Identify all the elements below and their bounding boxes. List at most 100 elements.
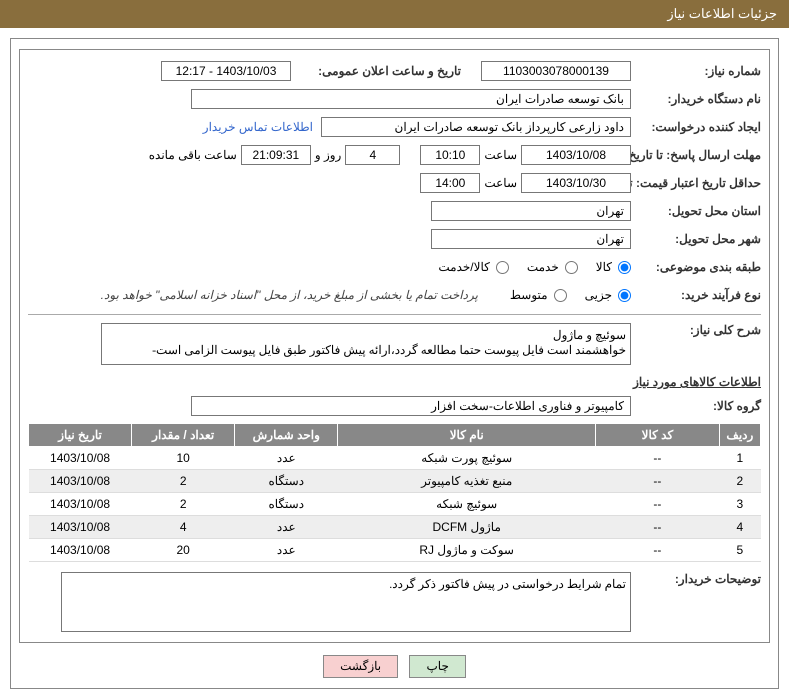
table-body: 1--سوئیچ پورت شبکهعدد101403/10/082--منبع… (29, 447, 761, 562)
cell-code: -- (596, 493, 720, 516)
main-container: شماره نیاز: 1103003078000139 تاریخ و ساع… (10, 38, 779, 689)
cell-name: ماژول DCFM (338, 516, 596, 539)
row-requester: ایجاد کننده درخواست: داود زارعی کارپرداز… (28, 116, 761, 138)
cell-unit: دستگاه (235, 470, 338, 493)
cell-date: 1403/10/08 (29, 516, 132, 539)
cell-name: سوئیچ پورت شبکه (338, 447, 596, 470)
purchase-type-label: نوع فرآیند خرید: (631, 288, 761, 302)
table-row: 1--سوئیچ پورت شبکهعدد101403/10/08 (29, 447, 761, 470)
page-title: جزئیات اطلاعات نیاز (667, 6, 777, 21)
delivery-city-label: شهر محل تحویل: (631, 232, 761, 246)
items-section-title: اطلاعات کالاهای مورد نیاز (28, 375, 761, 389)
requester-label: ایجاد کننده درخواست: (631, 120, 761, 134)
cell-seq: 2 (719, 470, 760, 493)
cell-qty: 10 (132, 447, 235, 470)
row-need-summary: شرح کلی نیاز: (28, 323, 761, 365)
button-row: چاپ بازگشت (19, 655, 770, 678)
days-remaining-field: 4 (345, 145, 400, 165)
category-label: طبقه بندی موضوعی: (631, 260, 761, 274)
row-category: طبقه بندی موضوعی: کالا خدمت کالا/خدمت (28, 256, 761, 278)
cell-qty: 2 (132, 493, 235, 516)
cell-code: -- (596, 447, 720, 470)
buyer-notes-label: توضیحات خریدار: (631, 572, 761, 586)
category-radio-group: کالا خدمت کالا/خدمت (426, 260, 631, 274)
th-code: کد کالا (596, 424, 720, 447)
radio-goods-label: کالا (596, 260, 612, 274)
time-label-1: ساعت (480, 148, 521, 162)
cell-date: 1403/10/08 (29, 493, 132, 516)
radio-service[interactable] (565, 261, 578, 274)
page-header: جزئیات اطلاعات نیاز (0, 0, 789, 28)
row-price-validity: حداقل تاریخ اعتبار قیمت: تا تاریخ: 1403/… (28, 172, 761, 194)
announce-datetime-label: تاریخ و ساعت اعلان عمومی: (291, 64, 461, 78)
th-unit: واحد شمارش (235, 424, 338, 447)
cell-code: -- (596, 470, 720, 493)
row-buyer-notes: توضیحات خریدار: (28, 572, 761, 632)
back-button[interactable]: بازگشت (323, 655, 398, 678)
goods-group-label: گروه کالا: (631, 399, 761, 413)
need-summary-label: شرح کلی نیاز: (631, 323, 761, 337)
need-number-label: شماره نیاز: (631, 64, 761, 78)
cell-qty: 2 (132, 470, 235, 493)
row-need-number: شماره نیاز: 1103003078000139 تاریخ و ساع… (28, 60, 761, 82)
row-purchase-type: نوع فرآیند خرید: جزیی متوسط پرداخت تمام … (28, 284, 761, 306)
cell-name: سوکت و ماژول RJ (338, 539, 596, 562)
cell-unit: عدد (235, 447, 338, 470)
row-delivery-province: استان محل تحویل: تهران (28, 200, 761, 222)
items-table: ردیف کد کالا نام کالا واحد شمارش تعداد /… (28, 423, 761, 562)
print-button[interactable]: چاپ (409, 655, 465, 678)
remaining-text: ساعت باقی مانده (145, 148, 241, 162)
radio-service-label: خدمت (527, 260, 559, 274)
delivery-province-field: تهران (431, 201, 631, 221)
radio-partial[interactable] (618, 289, 631, 302)
th-name: نام کالا (338, 424, 596, 447)
cell-date: 1403/10/08 (29, 470, 132, 493)
row-goods-group: گروه کالا: کامپیوتر و فناوری اطلاعات-سخت… (28, 395, 761, 417)
purchase-radio-group: جزیی متوسط (498, 288, 631, 302)
row-delivery-city: شهر محل تحویل: تهران (28, 228, 761, 250)
payment-note: پرداخت تمام یا بخشی از مبلغ خرید، از محل… (101, 288, 478, 302)
row-buyer-org: نام دستگاه خریدار: بانک توسعه صادرات ایر… (28, 88, 761, 110)
divider (28, 314, 761, 315)
buyer-org-label: نام دستگاه خریدار: (631, 92, 761, 106)
cell-name: سوئیچ شبکه (338, 493, 596, 516)
delivery-city-field: تهران (431, 229, 631, 249)
cell-unit: عدد (235, 539, 338, 562)
need-number-field: 1103003078000139 (481, 61, 631, 81)
radio-both-label: کالا/خدمت (438, 260, 489, 274)
cell-code: -- (596, 539, 720, 562)
price-validity-date-field: 1403/10/30 (521, 173, 631, 193)
radio-medium[interactable] (554, 289, 567, 302)
table-row: 4--ماژول DCFMعدد41403/10/08 (29, 516, 761, 539)
table-row: 5--سوکت و ماژول RJعدد201403/10/08 (29, 539, 761, 562)
cell-code: -- (596, 516, 720, 539)
cell-seq: 5 (719, 539, 760, 562)
contact-link[interactable]: اطلاعات تماس خریدار (203, 120, 313, 134)
cell-unit: عدد (235, 516, 338, 539)
buyer-org-field: بانک توسعه صادرات ایران (191, 89, 631, 109)
radio-partial-label: جزیی (585, 288, 612, 302)
cell-qty: 20 (132, 539, 235, 562)
delivery-province-label: استان محل تحویل: (631, 204, 761, 218)
price-validity-time-field: 14:00 (420, 173, 480, 193)
cell-unit: دستگاه (235, 493, 338, 516)
cell-seq: 3 (719, 493, 760, 516)
response-date-field: 1403/10/08 (521, 145, 631, 165)
cell-date: 1403/10/08 (29, 447, 132, 470)
row-response-deadline: مهلت ارسال پاسخ: تا تاریخ: 1403/10/08 سا… (28, 144, 761, 166)
response-time-field: 10:10 (420, 145, 480, 165)
form-section: شماره نیاز: 1103003078000139 تاریخ و ساع… (19, 49, 770, 643)
cell-qty: 4 (132, 516, 235, 539)
need-summary-field (101, 323, 631, 365)
buyer-notes-field (61, 572, 631, 632)
th-seq: ردیف (719, 424, 760, 447)
th-date: تاریخ نیاز (29, 424, 132, 447)
price-validity-label: حداقل تاریخ اعتبار قیمت: تا تاریخ: (631, 176, 761, 190)
requester-field: داود زارعی کارپرداز بانک توسعه صادرات ای… (321, 117, 631, 137)
radio-goods[interactable] (618, 261, 631, 274)
cell-date: 1403/10/08 (29, 539, 132, 562)
radio-medium-label: متوسط (510, 288, 548, 302)
cell-seq: 1 (719, 447, 760, 470)
radio-both[interactable] (496, 261, 509, 274)
table-row: 2--منبع تغذیه کامپیوتردستگاه21403/10/08 (29, 470, 761, 493)
